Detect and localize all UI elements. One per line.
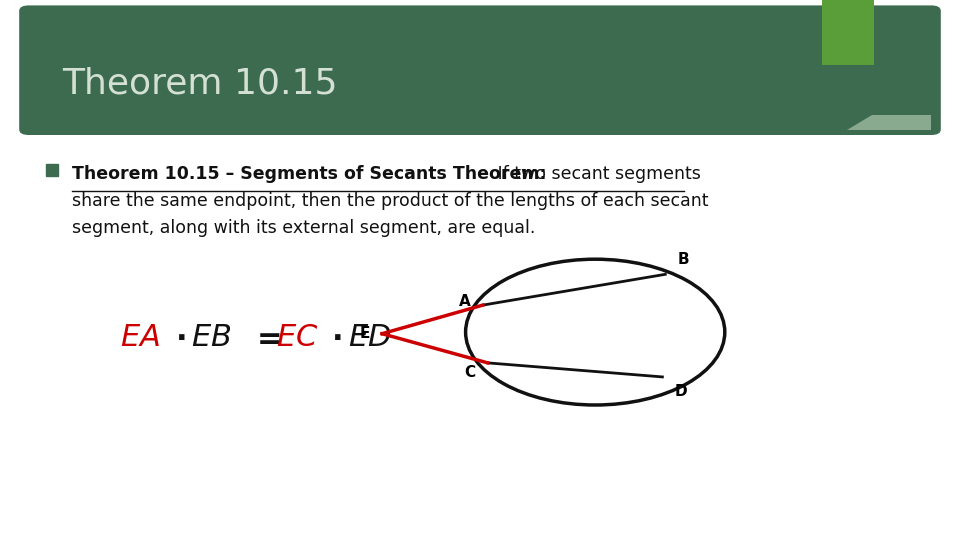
Polygon shape <box>847 115 931 130</box>
Text: share the same endpoint, then the product of the lengths of each secant: share the same endpoint, then the produc… <box>72 192 708 210</box>
Text: $\mathbf{\cdot}$: $\mathbf{\cdot}$ <box>175 323 185 352</box>
Text: E: E <box>359 326 370 341</box>
Text: A: A <box>459 294 470 309</box>
Text: Theorem 10.15: Theorem 10.15 <box>62 67 338 100</box>
FancyBboxPatch shape <box>19 5 941 135</box>
Text: D: D <box>675 384 687 399</box>
Text: Theorem 10.15 – Segments of Secants Theorem:: Theorem 10.15 – Segments of Secants Theo… <box>72 165 546 183</box>
Text: $\mathbf{\mathit{ED}}$: $\mathbf{\mathit{ED}}$ <box>348 323 391 352</box>
Text: B: B <box>678 252 689 267</box>
Text: segment, along with its external segment, are equal.: segment, along with its external segment… <box>72 219 536 237</box>
Text: C: C <box>464 365 475 380</box>
Text: $\mathbf{\mathit{EA}}$: $\mathbf{\mathit{EA}}$ <box>120 323 160 352</box>
Text: $\mathbf{\mathit{EB}}$: $\mathbf{\mathit{EB}}$ <box>191 323 231 352</box>
Text: $\mathbf{\cdot}$: $\mathbf{\cdot}$ <box>331 323 342 352</box>
Text: If two secant segments: If two secant segments <box>492 165 702 183</box>
Text: $\mathbf{\mathit{EC}}$: $\mathbf{\mathit{EC}}$ <box>276 323 318 352</box>
FancyBboxPatch shape <box>822 0 874 65</box>
Text: $\mathbf{=}$: $\mathbf{=}$ <box>251 323 281 352</box>
